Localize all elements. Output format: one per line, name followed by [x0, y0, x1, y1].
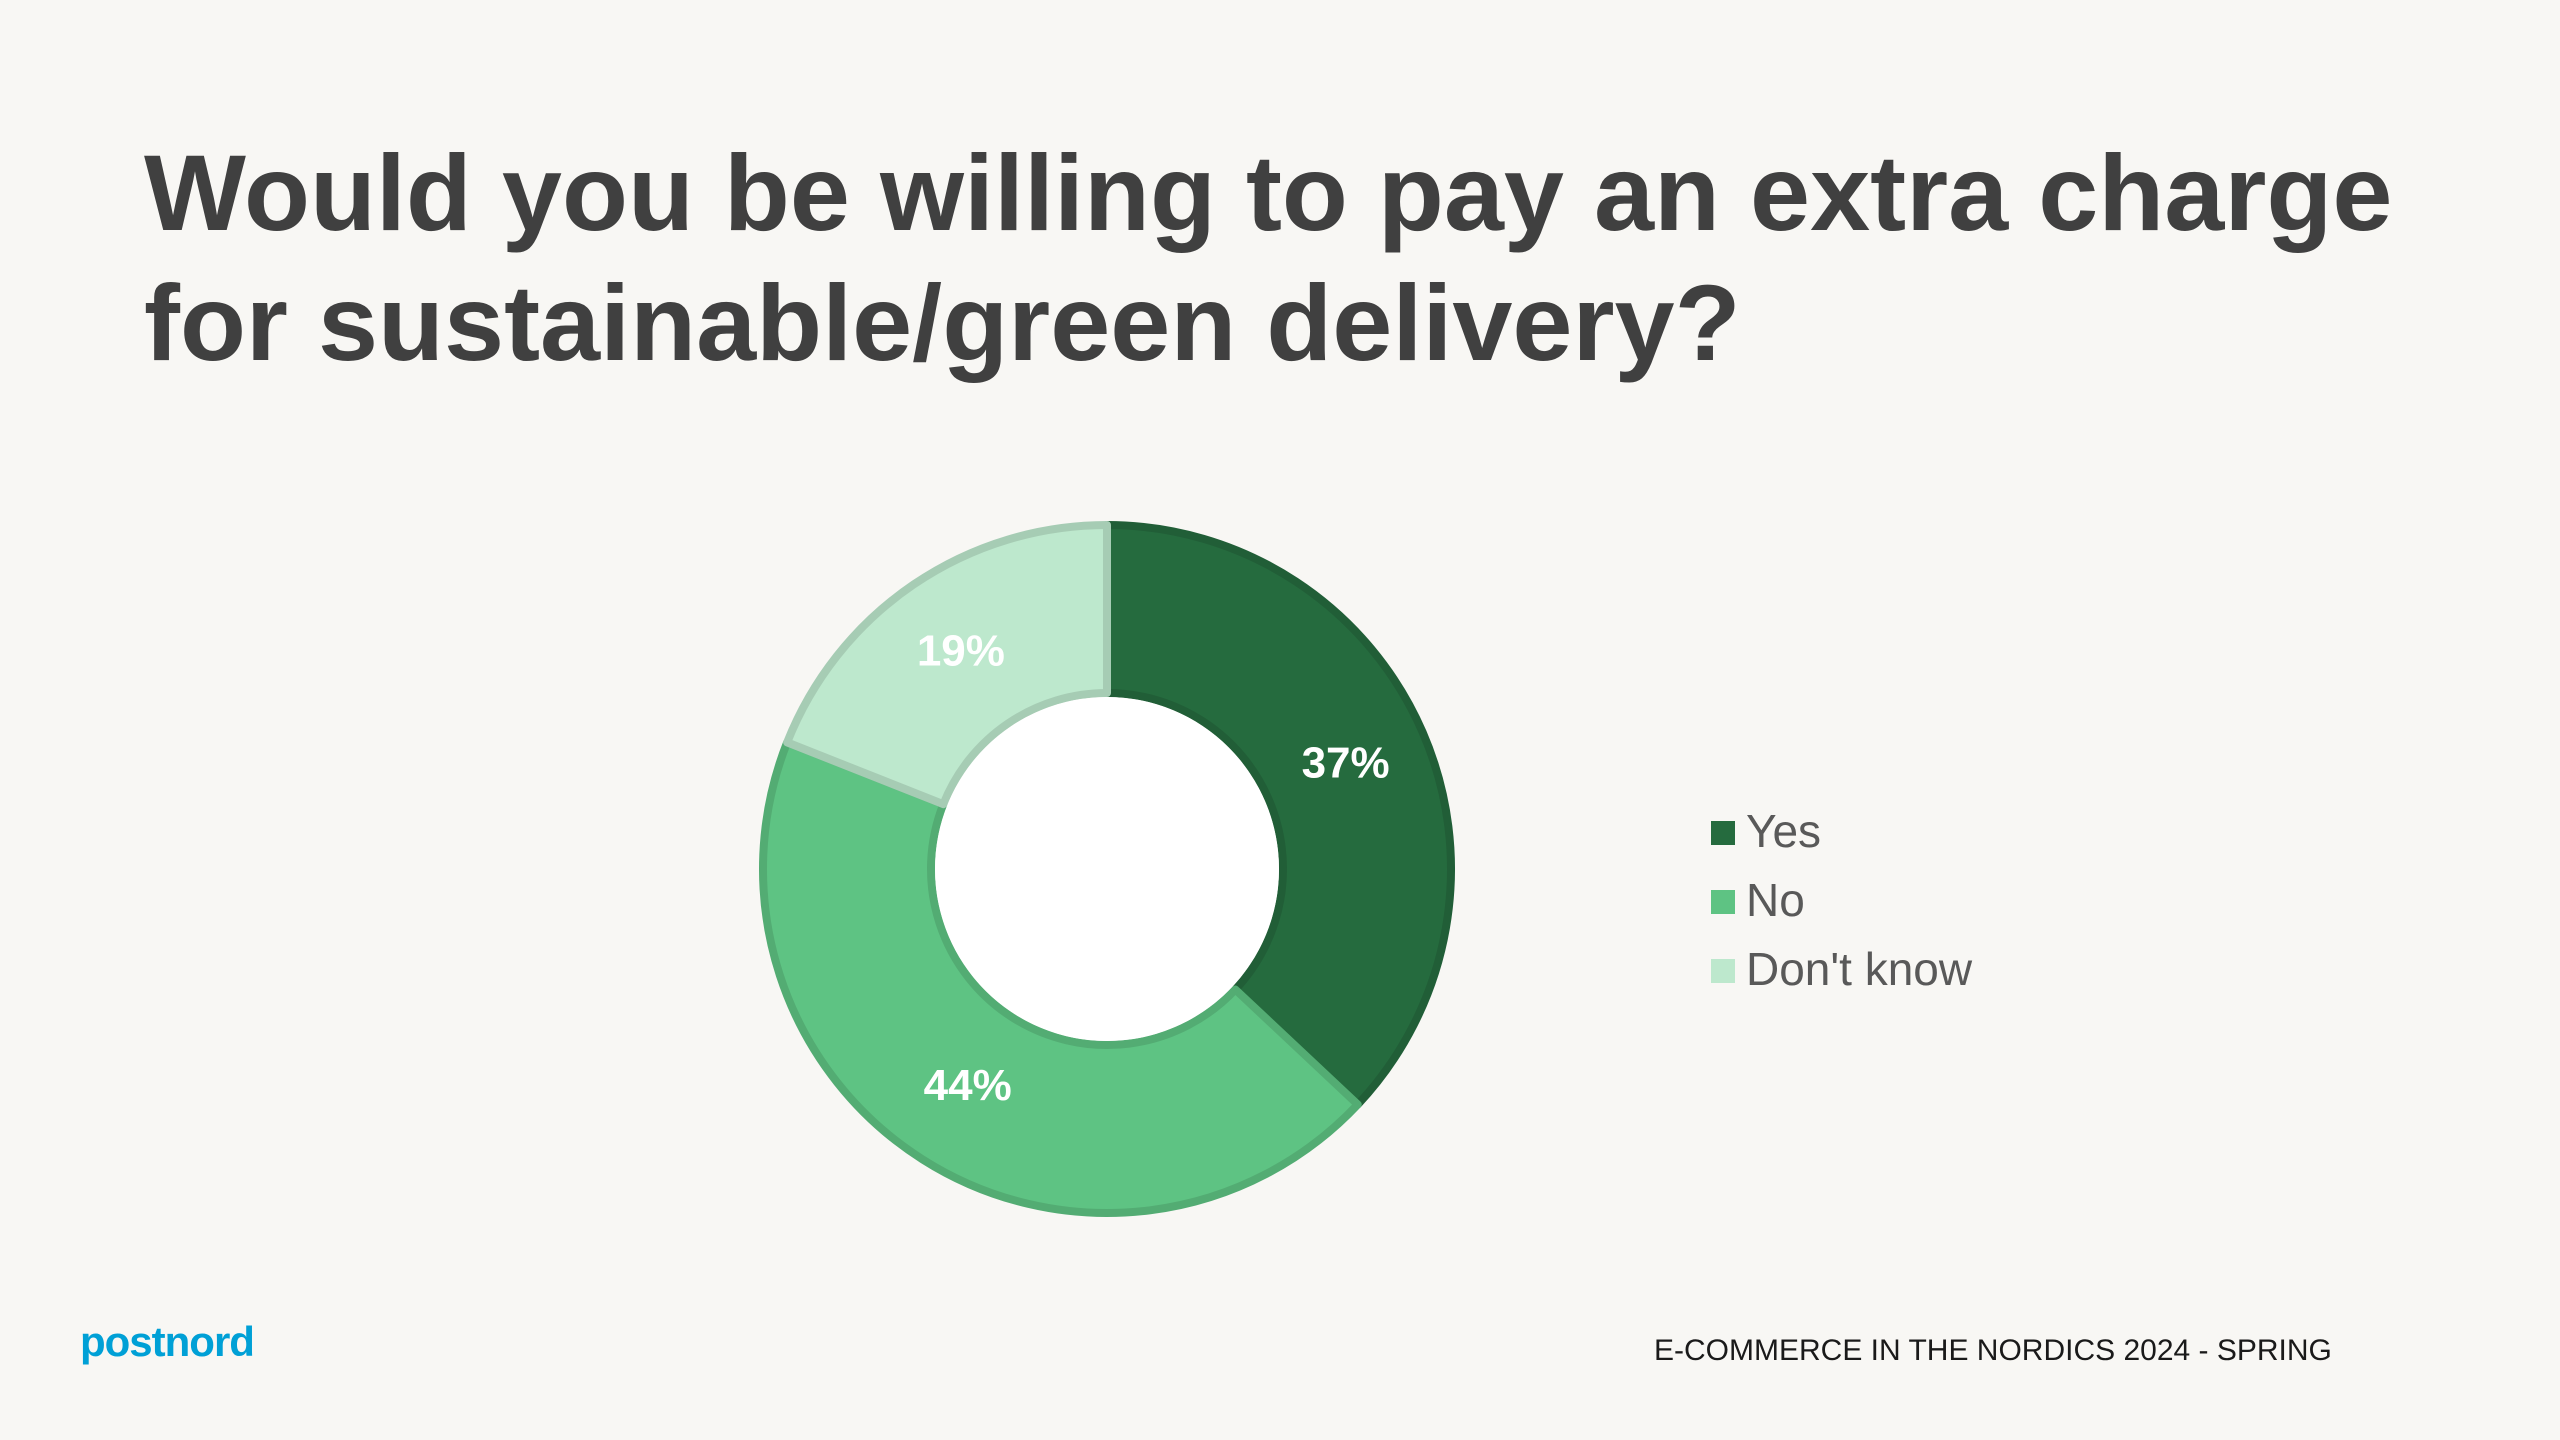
chart-title: Would you be willing to pay an extra cha…	[144, 132, 2393, 383]
donut-segment	[759, 738, 1362, 1217]
legend-label: Don't know	[1746, 943, 1973, 995]
donut-hole	[935, 697, 1279, 1041]
data-label: 44%	[924, 1061, 1012, 1110]
logo: postnord	[80, 1318, 255, 1365]
donut-segment	[1103, 521, 1455, 1109]
donut-segment	[783, 521, 1111, 809]
data-label: 37%	[1302, 738, 1390, 787]
data-label: 19%	[917, 627, 1005, 676]
legend-label: Yes	[1746, 805, 1821, 857]
legend-swatch	[1711, 959, 1735, 983]
legend-swatch	[1711, 821, 1735, 845]
legend-swatch	[1711, 890, 1735, 914]
report-name: E-COMMERCE IN THE NORDICS 2024 - SPRING	[1654, 1334, 2332, 1367]
legend-label: No	[1746, 874, 1805, 926]
